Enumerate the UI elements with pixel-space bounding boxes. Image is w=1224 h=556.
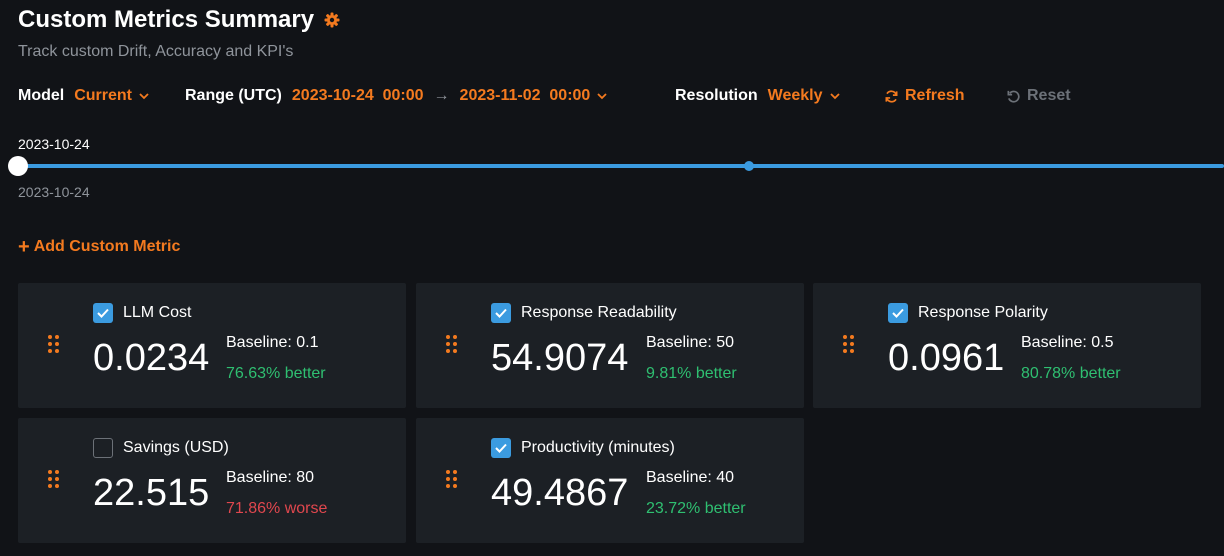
model-control: Model Current bbox=[18, 84, 150, 108]
add-custom-metric-button[interactable]: + Add Custom Metric bbox=[18, 236, 181, 258]
timeline-marker[interactable] bbox=[744, 161, 754, 171]
page-subtitle: Track custom Drift, Accuracy and KPI's bbox=[18, 43, 294, 60]
metric-card-productivity: Productivity (minutes) 49.4867 Baseline:… bbox=[416, 418, 804, 543]
drag-handle-icon[interactable] bbox=[48, 470, 62, 490]
refresh-button[interactable]: Refresh bbox=[884, 84, 965, 108]
metric-name: Savings (USD) bbox=[123, 439, 229, 456]
metric-name: Response Polarity bbox=[918, 304, 1048, 321]
range-start[interactable]: 2023-10-24 00:00 bbox=[291, 87, 424, 104]
metric-name: LLM Cost bbox=[123, 304, 192, 321]
metric-value: 54.9074 bbox=[491, 337, 629, 379]
timeline-bottom-date: 2023-10-24 bbox=[18, 184, 90, 200]
chevron-down-icon[interactable] bbox=[829, 90, 841, 102]
timeline-top-date: 2023-10-24 bbox=[18, 136, 90, 152]
resolution-label: Resolution bbox=[675, 87, 758, 104]
chevron-down-icon[interactable] bbox=[596, 90, 608, 102]
metric-checkbox[interactable] bbox=[491, 438, 511, 458]
range-end[interactable]: 2023-11-02 00:00 bbox=[459, 87, 591, 104]
refresh-label: Refresh bbox=[905, 87, 965, 104]
reset-button[interactable]: Reset bbox=[1006, 84, 1071, 108]
plus-icon: + bbox=[18, 236, 30, 258]
metric-delta: 71.86% worse bbox=[226, 500, 328, 517]
arrow-right-icon: → bbox=[433, 87, 450, 104]
metric-baseline: Baseline: 40 bbox=[646, 469, 735, 486]
metric-baseline: Baseline: 0.1 bbox=[226, 334, 319, 351]
metric-value: 0.0234 bbox=[93, 337, 210, 379]
controls-bar: Model Current Range (UTC) 2023-10-24 00:… bbox=[18, 84, 1118, 108]
metric-card-savings: Savings (USD) 22.515 Baseline: 80 71.86%… bbox=[18, 418, 406, 543]
chevron-down-icon[interactable] bbox=[138, 90, 150, 102]
metric-name: Response Readability bbox=[521, 304, 677, 321]
drag-handle-icon[interactable] bbox=[446, 470, 460, 490]
range-label: Range (UTC) bbox=[185, 87, 282, 104]
timeline-track[interactable] bbox=[18, 164, 1224, 168]
metric-card-response-polarity: Response Polarity 0.0961 Baseline: 0.5 8… bbox=[813, 283, 1201, 408]
metric-checkbox[interactable] bbox=[888, 303, 908, 323]
metric-card-response-readability: Response Readability 54.9074 Baseline: 5… bbox=[416, 283, 804, 408]
resolution-control: Resolution Weekly bbox=[675, 84, 841, 108]
add-custom-metric-label: Add Custom Metric bbox=[33, 238, 181, 255]
range-control: Range (UTC) 2023-10-24 00:00 → 2023-11-0… bbox=[185, 84, 608, 108]
metric-delta: 80.78% better bbox=[1021, 365, 1121, 382]
refresh-icon bbox=[884, 89, 899, 104]
metric-checkbox[interactable] bbox=[491, 303, 511, 323]
model-label: Model bbox=[18, 87, 65, 104]
metric-value: 22.515 bbox=[93, 472, 210, 514]
metric-delta: 76.63% better bbox=[226, 365, 326, 382]
metric-name: Productivity (minutes) bbox=[521, 439, 675, 456]
gear-icon[interactable] bbox=[324, 12, 340, 28]
page-title: Custom Metrics Summary bbox=[18, 6, 315, 33]
metric-value: 49.4867 bbox=[491, 472, 629, 514]
drag-handle-icon[interactable] bbox=[48, 335, 62, 355]
metric-baseline: Baseline: 50 bbox=[646, 334, 735, 351]
resolution-dropdown[interactable]: Weekly bbox=[767, 87, 823, 104]
metric-delta: 9.81% better bbox=[646, 365, 737, 382]
metric-baseline: Baseline: 0.5 bbox=[1021, 334, 1114, 351]
model-dropdown[interactable]: Current bbox=[74, 87, 132, 104]
reset-label: Reset bbox=[1027, 87, 1071, 104]
metric-delta: 23.72% better bbox=[646, 500, 746, 517]
drag-handle-icon[interactable] bbox=[446, 335, 460, 355]
metric-card-llm-cost: LLM Cost 0.0234 Baseline: 0.1 76.63% bet… bbox=[18, 283, 406, 408]
metric-checkbox[interactable] bbox=[93, 438, 113, 458]
metric-checkbox[interactable] bbox=[93, 303, 113, 323]
drag-handle-icon[interactable] bbox=[843, 335, 857, 355]
metric-value: 0.0961 bbox=[888, 337, 1005, 379]
timeline-handle[interactable] bbox=[8, 156, 28, 176]
undo-icon bbox=[1006, 89, 1021, 104]
metric-baseline: Baseline: 80 bbox=[226, 469, 315, 486]
title-row: Custom Metrics Summary bbox=[18, 6, 340, 34]
